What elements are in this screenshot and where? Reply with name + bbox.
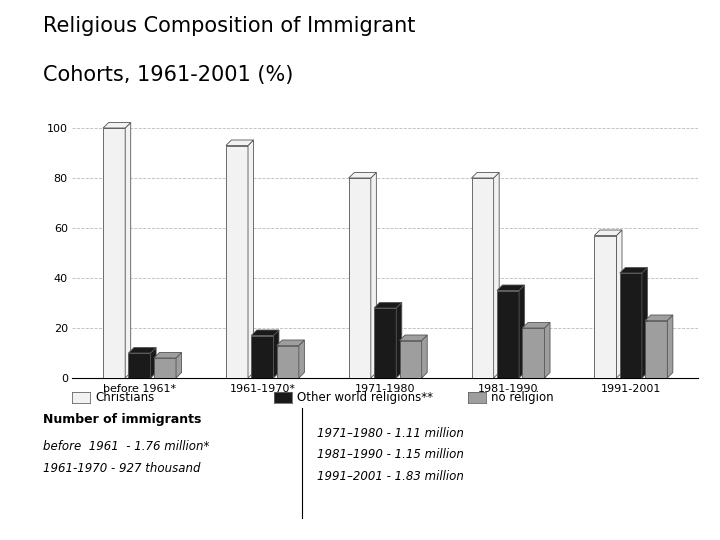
Polygon shape [248, 140, 253, 378]
Bar [226, 145, 248, 378]
Polygon shape [226, 140, 253, 145]
Polygon shape [494, 172, 499, 378]
Text: 1961-1970 - 927 thousand: 1961-1970 - 927 thousand [43, 462, 201, 475]
Text: 1971–1980 - 1.11 million: 1971–1980 - 1.11 million [317, 427, 464, 440]
Bar [103, 128, 125, 378]
Text: before  1961  - 1.76 million*: before 1961 - 1.76 million* [43, 440, 210, 453]
Bar [128, 353, 150, 378]
Polygon shape [400, 335, 427, 341]
Text: no religion: no religion [491, 391, 554, 404]
Polygon shape [128, 348, 156, 353]
Polygon shape [620, 267, 647, 273]
Bar [374, 308, 396, 378]
Polygon shape [348, 172, 377, 178]
Polygon shape [371, 172, 377, 378]
Bar [154, 358, 176, 378]
Text: Number of immigrants: Number of immigrants [43, 413, 202, 426]
Polygon shape [251, 330, 279, 335]
Polygon shape [150, 348, 156, 378]
Text: Other world religions**: Other world religions** [297, 391, 433, 404]
Polygon shape [422, 335, 427, 378]
Polygon shape [472, 172, 499, 178]
Polygon shape [523, 322, 550, 328]
Polygon shape [497, 285, 525, 291]
Text: Cohorts, 1961-2001 (%): Cohorts, 1961-2001 (%) [43, 65, 294, 85]
Polygon shape [154, 353, 181, 358]
Bar [472, 178, 494, 378]
Polygon shape [642, 267, 647, 378]
Bar [251, 335, 274, 378]
Bar [645, 321, 667, 378]
Bar [523, 328, 544, 378]
Polygon shape [667, 315, 673, 378]
Polygon shape [276, 340, 305, 346]
Bar [497, 291, 519, 378]
Polygon shape [125, 123, 131, 378]
Polygon shape [274, 330, 279, 378]
Bar [400, 341, 422, 378]
Polygon shape [396, 302, 402, 378]
Polygon shape [544, 322, 550, 378]
Polygon shape [176, 353, 181, 378]
Text: Religious Composition of Immigrant: Religious Composition of Immigrant [43, 16, 415, 36]
Polygon shape [616, 230, 622, 378]
Bar [620, 273, 642, 378]
Text: Christians: Christians [95, 391, 154, 404]
Bar [595, 235, 616, 378]
Bar [276, 346, 299, 378]
Text: 1991–2001 - 1.83 million: 1991–2001 - 1.83 million [317, 470, 464, 483]
Bar [348, 178, 371, 378]
Polygon shape [645, 315, 673, 321]
Polygon shape [374, 302, 402, 308]
Polygon shape [595, 230, 622, 235]
Text: 1981–1990 - 1.15 million: 1981–1990 - 1.15 million [317, 448, 464, 461]
Polygon shape [519, 285, 525, 378]
Polygon shape [299, 340, 305, 378]
Polygon shape [103, 123, 131, 128]
